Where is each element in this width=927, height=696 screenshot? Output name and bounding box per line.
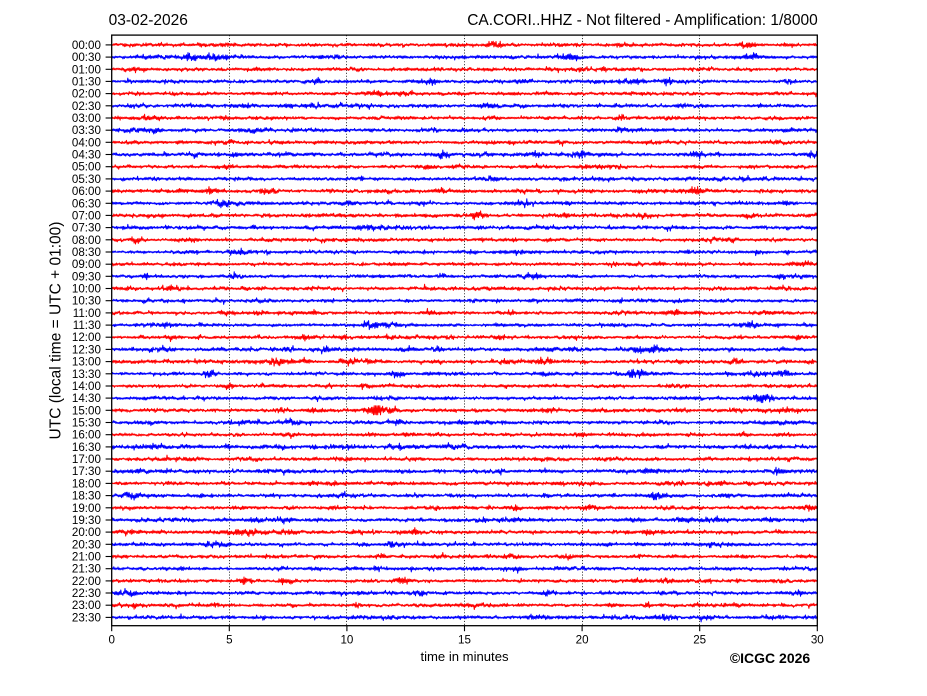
svg-text:02:00: 02:00 [72,88,101,101]
svg-text:16:30: 16:30 [72,441,101,454]
svg-text:05:00: 05:00 [72,161,101,174]
svg-text:21:30: 21:30 [72,563,101,576]
svg-text:06:30: 06:30 [72,197,101,210]
svg-text:20: 20 [576,633,589,646]
svg-text:03:30: 03:30 [72,124,101,137]
svg-text:20:30: 20:30 [72,538,101,551]
svg-text:22:30: 22:30 [72,587,101,600]
svg-text:23:30: 23:30 [72,611,101,624]
svg-text:CA.CORI..HHZ - Not filtered -: CA.CORI..HHZ - Not filtered - Amplificat… [467,12,818,29]
svg-text:30: 30 [811,633,824,646]
svg-text:11:00: 11:00 [73,307,101,320]
svg-text:11:30: 11:30 [73,319,101,332]
svg-text:23:00: 23:00 [72,599,101,612]
svg-text:04:30: 04:30 [72,149,101,162]
svg-text:20:00: 20:00 [72,526,101,539]
svg-text:12:30: 12:30 [72,343,101,356]
svg-text:19:00: 19:00 [72,502,101,515]
svg-text:15:30: 15:30 [72,417,101,430]
svg-text:01:30: 01:30 [72,75,101,88]
svg-text:22:00: 22:00 [72,575,101,588]
svg-text:18:00: 18:00 [72,477,101,490]
svg-text:25: 25 [693,633,706,646]
svg-text:07:00: 07:00 [72,209,101,222]
svg-text:06:00: 06:00 [72,185,101,198]
svg-text:00:00: 00:00 [72,39,101,52]
svg-text:13:30: 13:30 [72,368,101,381]
svg-text:15:00: 15:00 [72,404,101,417]
svg-text:03-02-2026: 03-02-2026 [109,12,188,29]
svg-text:0: 0 [108,633,114,646]
svg-text:14:30: 14:30 [72,392,101,405]
svg-text:09:30: 09:30 [72,270,101,283]
svg-text:04:00: 04:00 [72,136,101,149]
svg-text:17:30: 17:30 [72,465,101,478]
svg-text:08:00: 08:00 [72,234,101,247]
svg-text:12:00: 12:00 [72,331,101,344]
svg-text:03:00: 03:00 [72,112,101,125]
svg-text:08:30: 08:30 [72,246,101,259]
svg-text:19:30: 19:30 [72,514,101,527]
svg-text:07:30: 07:30 [72,222,101,235]
svg-text:10:00: 10:00 [72,283,101,296]
svg-text:01:00: 01:00 [72,63,101,76]
svg-text:10: 10 [340,633,353,646]
svg-text:09:00: 09:00 [72,258,101,271]
svg-text:14:00: 14:00 [72,380,101,393]
svg-text:21:00: 21:00 [72,551,101,564]
svg-text:16:00: 16:00 [72,429,101,442]
svg-text:10:30: 10:30 [72,295,101,308]
svg-text:05:30: 05:30 [72,173,101,186]
svg-text:15: 15 [458,633,471,646]
svg-text:UTC (local time = UTC + 01:00): UTC (local time = UTC + 01:00) [48,222,65,440]
svg-text:13:00: 13:00 [72,356,101,369]
svg-text:time in minutes: time in minutes [420,649,509,664]
svg-text:18:30: 18:30 [72,490,101,503]
svg-text:00:30: 00:30 [72,51,101,64]
svg-text:©ICGC 2026: ©ICGC 2026 [730,650,811,666]
svg-text:17:00: 17:00 [72,453,101,466]
svg-text:5: 5 [226,633,232,646]
svg-text:02:30: 02:30 [72,100,101,113]
